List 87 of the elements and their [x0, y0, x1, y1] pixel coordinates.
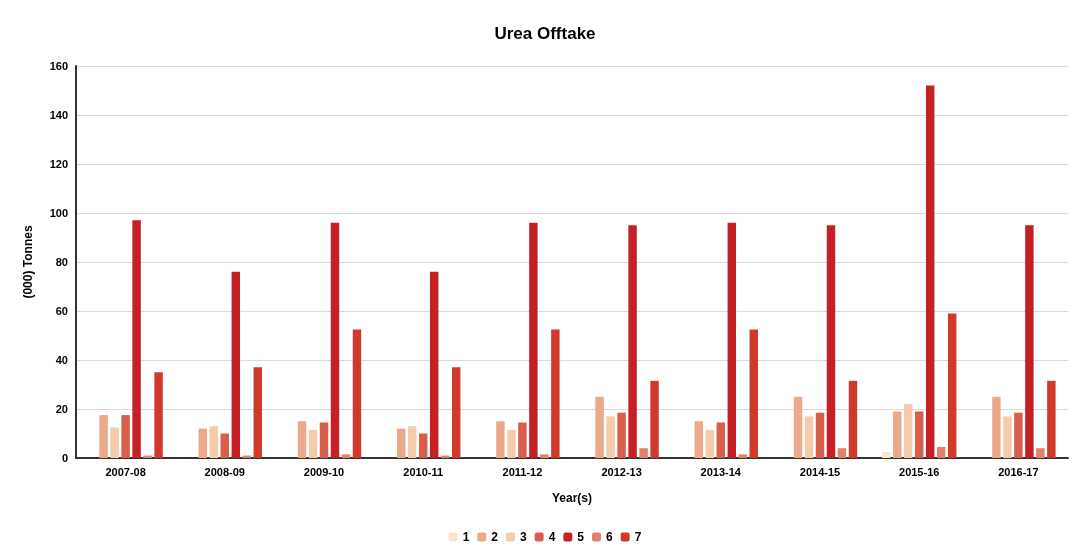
- bar: [1036, 448, 1045, 458]
- bar: [815, 412, 825, 458]
- legend-label: 1: [462, 530, 470, 544]
- legend-label: 7: [634, 530, 642, 544]
- bar: [1003, 416, 1012, 458]
- bar: [154, 372, 163, 458]
- bar: [804, 416, 814, 458]
- bar: [749, 329, 758, 458]
- bar: [628, 225, 637, 458]
- bar: [253, 367, 262, 458]
- bar: [595, 396, 604, 458]
- bar: [992, 396, 1001, 458]
- y-tick-label: 100: [49, 207, 68, 219]
- bar: [606, 416, 615, 458]
- y-tick-label: 0: [61, 452, 68, 464]
- x-axis-title: Year(s): [551, 491, 593, 505]
- bar: [925, 85, 935, 458]
- x-tick-label: 2014-15: [799, 465, 841, 478]
- bar: [132, 220, 141, 458]
- bar: [308, 429, 318, 458]
- bar: [914, 411, 924, 458]
- x-tick-label: 2012-13: [601, 465, 642, 478]
- bar: [110, 427, 119, 458]
- bar: [892, 411, 902, 458]
- chart-title: Urea Offtake: [494, 24, 596, 43]
- bar: [617, 412, 626, 458]
- y-tick-label: 140: [49, 109, 68, 121]
- bar: [716, 422, 726, 458]
- legend-label: 2: [491, 530, 499, 544]
- bar: [639, 448, 648, 458]
- bar: [451, 367, 461, 458]
- bar: [209, 426, 219, 458]
- bar: [429, 271, 439, 458]
- bar: [99, 415, 108, 458]
- bar: [903, 404, 913, 458]
- bar: [727, 222, 737, 458]
- legend-label: 5: [577, 530, 585, 544]
- y-tick-label: 60: [55, 305, 68, 317]
- bar: [518, 422, 527, 458]
- bar: [341, 454, 351, 458]
- x-tick-label: 2009-10: [303, 465, 345, 478]
- bar: [826, 225, 836, 458]
- bar: [507, 429, 516, 458]
- bar: [198, 428, 208, 458]
- bar: [418, 433, 428, 458]
- bar: [1047, 380, 1056, 458]
- bar: [837, 448, 847, 458]
- y-tick-label: 120: [49, 158, 68, 170]
- bar: [738, 454, 748, 458]
- bar: [330, 222, 340, 458]
- bar: [220, 433, 230, 458]
- bar: [121, 415, 130, 458]
- bar: [551, 329, 560, 458]
- bar: [936, 446, 946, 458]
- bar: [694, 421, 704, 458]
- x-tick-label: 2010-11: [403, 465, 444, 478]
- bar: [319, 422, 329, 458]
- x-tick-label: 2008-09: [204, 465, 245, 478]
- x-tick-label: 2015-16: [899, 465, 940, 478]
- y-tick-label: 40: [55, 354, 68, 366]
- y-tick-label: 160: [49, 60, 68, 72]
- bar: [882, 451, 891, 458]
- bar: [496, 421, 505, 458]
- legend-label: 6: [606, 530, 614, 544]
- bar: [947, 313, 957, 458]
- bar: [650, 380, 659, 458]
- bar: [793, 396, 803, 458]
- bar: [705, 429, 715, 458]
- bar: [407, 426, 417, 458]
- y-tick-label: 80: [55, 256, 68, 268]
- bar: [1014, 412, 1023, 458]
- x-tick-label: 2011-12: [502, 465, 543, 478]
- bar: [297, 421, 307, 458]
- bar: [1025, 225, 1034, 458]
- bar: [352, 329, 362, 458]
- legend-label: 3: [519, 530, 527, 544]
- legend-label: 4: [548, 530, 556, 544]
- bar: [540, 454, 549, 458]
- bar: [848, 380, 858, 458]
- y-tick-label: 20: [55, 403, 68, 415]
- y-axis-title: (000) Tonnes: [21, 225, 35, 299]
- x-tick-label: 2016-17: [998, 465, 1039, 478]
- bar: [529, 222, 538, 458]
- bar: [396, 428, 406, 458]
- bar: [231, 271, 241, 458]
- x-tick-label: 2013-14: [700, 465, 742, 478]
- x-tick-label: 2007-08: [105, 465, 146, 478]
